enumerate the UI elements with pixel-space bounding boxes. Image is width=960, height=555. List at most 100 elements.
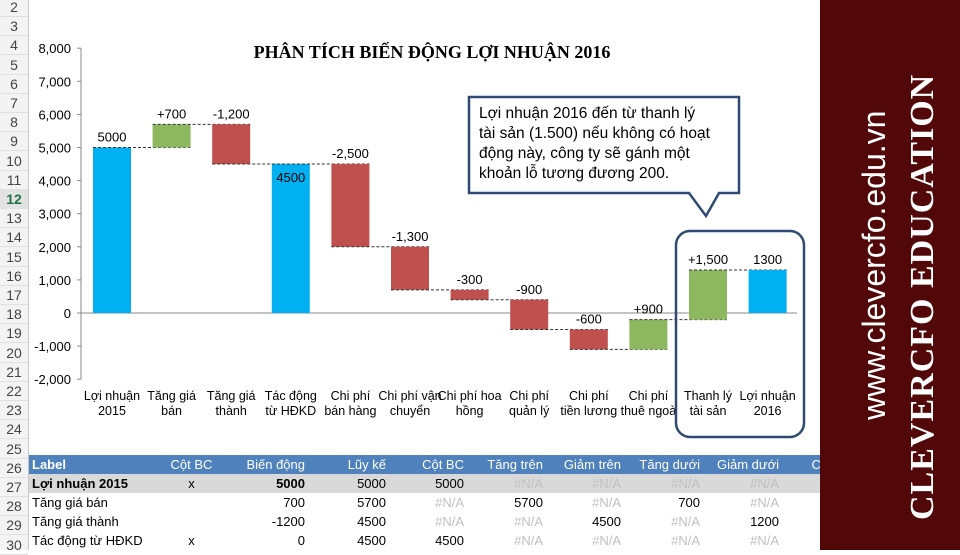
table-cell[interactable]: Lũy kế [308,455,389,474]
table-cell[interactable]: #N/A [750,495,779,510]
y-tick-label: 7,000 [38,74,71,89]
row-header[interactable]: 28 [0,497,28,517]
table-cell[interactable]: #N/A [435,514,464,529]
row-header[interactable]: 3 [0,17,28,37]
bar-up[interactable] [689,269,727,320]
table-cell[interactable]: 700 [678,495,700,510]
row-header[interactable]: 14 [0,228,28,248]
table-cell[interactable]: 5700 [357,495,386,510]
bar-down[interactable] [569,329,608,350]
row-header[interactable]: 6 [0,75,28,94]
table-cell[interactable]: 5000 [389,474,467,493]
table-cell[interactable]: 4500 [357,533,386,548]
table-cell[interactable]: Cột BC [161,455,222,474]
table-cell[interactable]: Lợi nhuận 2015 [29,474,161,493]
bar-up[interactable] [152,124,191,148]
table-cell[interactable]: 5000 [308,474,389,493]
row-header[interactable]: 25 [0,440,28,459]
table-cell[interactable]: 1200 [750,514,779,529]
table-cell[interactable]: 5000 [222,474,308,493]
x-tick-label: tài sản [690,404,727,418]
table-cell[interactable]: Tăng dưới [624,455,703,474]
bar-up[interactable] [629,319,668,350]
x-tick-label: Chi phí [629,389,669,403]
table-cell[interactable]: #N/A [703,474,782,493]
table-cell[interactable]: 4500 [435,533,464,548]
table-cell[interactable]: x [188,533,195,548]
table-cell[interactable]: Tăng giá thành [32,514,119,529]
table-cell[interactable]: #N/A [592,495,621,510]
row-header[interactable]: 24 [0,420,28,440]
row-header[interactable]: 12 [0,190,28,209]
data-table[interactable]: Label Cột BC Biến động Lũy kế Cột BC Tăng trê… [29,455,860,550]
row-header[interactable]: 8 [0,113,28,133]
table-cell[interactable] [161,512,222,531]
row-header[interactable]: 13 [0,209,28,229]
row-header[interactable]: 16 [0,267,28,286]
table-cell[interactable]: #N/A [514,514,543,529]
data-label: -300 [457,272,483,287]
table-cell[interactable]: x [161,474,222,493]
row-header[interactable]: 17 [0,286,28,305]
bar-down[interactable] [212,124,251,165]
table-cell[interactable]: Giảm dưới [703,455,782,474]
table-cell[interactable]: 4500 [357,514,386,529]
table-cell[interactable]: 700 [283,495,305,510]
row-header[interactable]: 22 [0,382,28,401]
table-cell[interactable]: #N/A [624,474,703,493]
x-tick-label: Chi phí hoa [438,389,502,403]
table-cell[interactable]: -1200 [271,514,305,529]
bar-total[interactable] [93,147,131,314]
row-header[interactable]: 5 [0,56,28,75]
table-cell[interactable]: Tăng trên [467,455,546,474]
table-cell[interactable]: #N/A [435,495,464,510]
table-cell[interactable]: 5700 [514,495,543,510]
row-header[interactable]: 4 [0,36,28,56]
table-cell[interactable]: #N/A [514,533,543,548]
row-header[interactable]: 15 [0,248,28,267]
x-tick-label: 2015 [98,404,126,418]
bar-down[interactable] [391,246,429,290]
row-header[interactable]: 19 [0,324,28,344]
row-header[interactable]: 10 [0,152,28,171]
bar-down[interactable] [510,299,549,330]
row-header[interactable]: 18 [0,305,28,325]
row-header[interactable]: 27 [0,478,28,497]
table-cell[interactable]: 4500 [592,514,621,529]
row-header[interactable]: 9 [0,132,28,152]
table-cell[interactable]: Label [29,455,161,474]
row-header[interactable]: 23 [0,401,28,421]
table-cell[interactable]: #N/A [750,533,779,548]
table-cell[interactable]: Tác động từ HĐKD [32,533,143,548]
row-header[interactable]: 2 [0,0,28,17]
x-tick-label: Chi phí vận [378,389,441,403]
bar-down[interactable] [450,289,489,300]
row-header[interactable]: 7 [0,94,28,113]
table-row: Tăng giá thành -1200 4500 #N/A #N/A 4500 #N/A 1… [29,512,860,531]
table-cell[interactable]: Biến động [222,455,308,474]
bar-total[interactable] [748,269,787,313]
table-cell[interactable]: Giảm trên [546,455,624,474]
x-tick-label: thuê ngoà [621,404,677,418]
row-header[interactable]: 29 [0,516,28,536]
data-label: 5000 [98,130,127,145]
table-cell[interactable] [161,493,222,512]
table-cell[interactable]: 0 [297,533,305,548]
table-cell[interactable]: #N/A [467,474,546,493]
row-header[interactable]: 20 [0,344,28,363]
x-tick-label: chuyển [390,404,430,418]
table-cell[interactable]: #N/A [671,533,700,548]
x-tick-label: Chi phí [509,389,549,403]
row-header[interactable]: 26 [0,459,28,478]
row-header[interactable]: 11 [0,171,28,190]
table-cell[interactable]: Cột BC [389,455,467,474]
bar-down[interactable] [331,164,370,247]
table-cell[interactable]: #N/A [592,533,621,548]
row-header[interactable]: 30 [0,536,28,555]
row-header[interactable]: 21 [0,363,28,382]
waterfall-chart[interactable]: PHÂN TÍCH BIẾN ĐỘNG LỢI NHUẬN 2016 -2,000… [29,0,819,450]
table-cell[interactable]: Tăng giá bán [32,495,108,510]
table-cell[interactable]: #N/A [671,514,700,529]
bar-total[interactable] [271,164,310,313]
table-cell[interactable]: #N/A [546,474,624,493]
